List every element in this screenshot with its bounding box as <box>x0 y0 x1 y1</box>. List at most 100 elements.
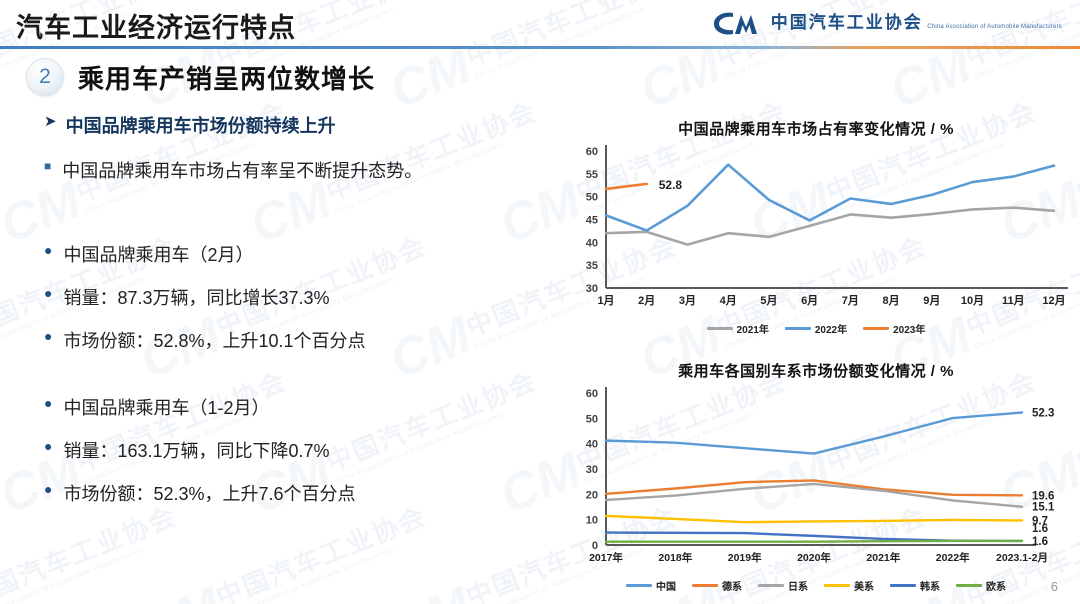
watermark-logo-icon: CM <box>132 575 229 604</box>
logo-text-en: China Association of Automobile Manufact… <box>927 23 1062 30</box>
svg-text:8月: 8月 <box>883 294 900 307</box>
legend-swatch-icon <box>863 327 890 330</box>
chart-plot-area: 0 10 20 30 40 50 60 2017年 2018年 2019年 2020年 2021年 20… <box>560 381 1072 576</box>
legend-item[interactable]: 韩系 <box>890 578 940 593</box>
svg-text:2月: 2月 <box>638 294 655 307</box>
svg-text:2020年: 2020年 <box>797 551 831 564</box>
legend-swatch-icon <box>692 584 718 587</box>
left-content-column: ➤ 中国品牌乘用车市场份额持续上升 ■ 中国品牌乘用车市场占有率呈不断提升态势。… <box>44 112 564 523</box>
legend-item[interactable]: 美系 <box>824 578 874 593</box>
svg-text:9月: 9月 <box>923 294 940 307</box>
legend-label: 2023年 <box>893 325 926 336</box>
svg-text:52.8: 52.8 <box>659 178 683 192</box>
logo-text-cn: 中国汽车工业协会 <box>770 12 923 32</box>
svg-text:2022年: 2022年 <box>936 551 970 564</box>
svg-text:9.7: 9.7 <box>1032 515 1048 527</box>
svg-text:52.3: 52.3 <box>1032 408 1054 420</box>
slide-header: 汽车工业经济运行特点 中国汽车工业协会 China Association of… <box>0 0 1080 49</box>
list-item: ● 销量：163.1万辆，同比下降0.7% <box>44 437 564 463</box>
list-item: ● 市场份额：52.8%，上升10.1个百分点 <box>44 327 564 353</box>
chart-legend: 中国 德系 日系 美系 韩系 欧系 <box>560 578 1072 593</box>
dot-bullet-icon: ● <box>44 328 53 344</box>
svg-text:7月: 7月 <box>842 294 859 307</box>
chart-title: 中国品牌乘用车市场占有率变化情况 / % <box>678 121 954 138</box>
level1-bullet: ➤ 中国品牌乘用车市场份额持续上升 <box>44 112 564 138</box>
svg-text:2021年: 2021年 <box>866 551 900 564</box>
spacer <box>44 217 564 241</box>
dot-bullet-icon: ● <box>44 395 53 411</box>
legend-item[interactable]: 2022年 <box>784 321 848 336</box>
caam-mark-icon <box>711 8 763 38</box>
legend-swatch-icon <box>824 584 850 587</box>
legend-item[interactable]: 2023年 <box>863 321 925 336</box>
svg-text:55: 55 <box>586 169 598 181</box>
watermark-logo-icon: CM <box>382 575 479 604</box>
svg-text:20: 20 <box>586 489 598 501</box>
legend-label: 德系 <box>722 582 742 593</box>
caam-logo: 中国汽车工业协会 China Association of Automobile… <box>711 8 1062 38</box>
legend-item[interactable]: 欧系 <box>956 578 1006 593</box>
legend-swatch-icon <box>758 584 784 587</box>
svg-text:30: 30 <box>586 283 598 295</box>
dot-bullet-icon: ● <box>44 481 53 497</box>
dot-bullet-icon: ● <box>44 438 53 454</box>
svg-text:1月: 1月 <box>597 294 614 307</box>
svg-text:60: 60 <box>586 388 598 400</box>
legend-label: 欧系 <box>986 582 1006 593</box>
legend-item[interactable]: 中国 <box>626 578 676 593</box>
header-divider <box>0 46 1080 49</box>
svg-text:2018年: 2018年 <box>658 551 692 564</box>
legend-swatch-icon <box>890 584 916 587</box>
svg-text:6月: 6月 <box>801 294 818 307</box>
legend-swatch-icon <box>706 327 733 330</box>
svg-text:40: 40 <box>586 439 598 451</box>
svg-text:2017年: 2017年 <box>589 551 623 564</box>
legend-item[interactable]: 日系 <box>758 578 808 593</box>
section-title: 乘用车产销呈两位数增长 <box>78 63 376 94</box>
svg-text:1.6: 1.6 <box>1032 536 1048 548</box>
svg-text:40: 40 <box>586 237 598 249</box>
level1-text: 中国品牌乘用车市场份额持续上升 <box>65 116 336 136</box>
list-item-label: 销量：87.3万辆，同比增长37.3% <box>63 288 330 308</box>
svg-text:1.6: 1.6 <box>1032 523 1048 535</box>
section-heading: 2 乘用车产销呈两位数增长 <box>26 58 375 96</box>
dot-bullet-icon: ● <box>44 285 53 301</box>
list-item-label: 销量：163.1万辆，同比下降0.7% <box>63 441 330 461</box>
list-item: ● 中国品牌乘用车（1-2月） <box>44 394 564 420</box>
svg-text:12月: 12月 <box>1042 294 1065 307</box>
legend-item[interactable]: 2021年 <box>706 321 769 336</box>
svg-text:2019年: 2019年 <box>728 551 762 564</box>
chart-legend: 2021年 2022年 2023年 <box>560 321 1072 336</box>
arrow-right-icon: ➤ <box>44 113 57 130</box>
chart-svg: 0 10 20 30 40 50 60 2017年 2018年 2019年 2020年 2021年 20… <box>586 387 1055 564</box>
svg-text:4月: 4月 <box>720 294 737 307</box>
spacer <box>44 370 564 394</box>
legend-swatch-icon <box>956 584 982 587</box>
list-item-label: 中国品牌乘用车（1-2月） <box>63 398 270 418</box>
list-item: ● 销量：87.3万辆，同比增长37.3% <box>44 284 564 310</box>
svg-text:3月: 3月 <box>679 294 696 307</box>
svg-text:10月: 10月 <box>961 294 984 307</box>
legend-label: 2021年 <box>736 325 769 336</box>
page-number: 6 <box>1050 579 1058 594</box>
legend-label: 日系 <box>788 582 808 593</box>
svg-text:10: 10 <box>586 515 598 527</box>
svg-text:19.6: 19.6 <box>1032 490 1054 502</box>
svg-text:50: 50 <box>586 413 598 425</box>
svg-text:15.1: 15.1 <box>1032 502 1055 514</box>
chart-title: 乘用车各国别车系市场份额变化情况 / % <box>678 363 954 380</box>
square-bullet-icon: ■ <box>44 159 52 173</box>
legend-item[interactable]: 德系 <box>692 578 742 593</box>
list-item-label: 市场份额：52.3%，上升7.6个百分点 <box>63 484 356 504</box>
svg-text:30: 30 <box>586 464 598 476</box>
legend-label: 2022年 <box>814 325 848 336</box>
section-number-badge: 2 <box>26 58 64 96</box>
level2-bullet: ■ 中国品牌乘用车市场占有率呈不断提升态势。 <box>44 157 564 183</box>
list-item: ● 中国品牌乘用车（2月） <box>44 241 564 267</box>
legend-label: 韩系 <box>920 582 940 593</box>
list-item-label: 中国品牌乘用车（2月） <box>63 245 254 265</box>
svg-text:60: 60 <box>586 146 598 158</box>
chart-brand-origin-share: 乘用车各国别车系市场份额变化情况 / % 0 10 20 30 40 50 60 2017年 2… <box>560 360 1072 593</box>
chart-market-share-monthly: 中国品牌乘用车市场占有率变化情况 / % 30 35 40 45 50 55 60 1月 2月 3… <box>560 118 1072 338</box>
